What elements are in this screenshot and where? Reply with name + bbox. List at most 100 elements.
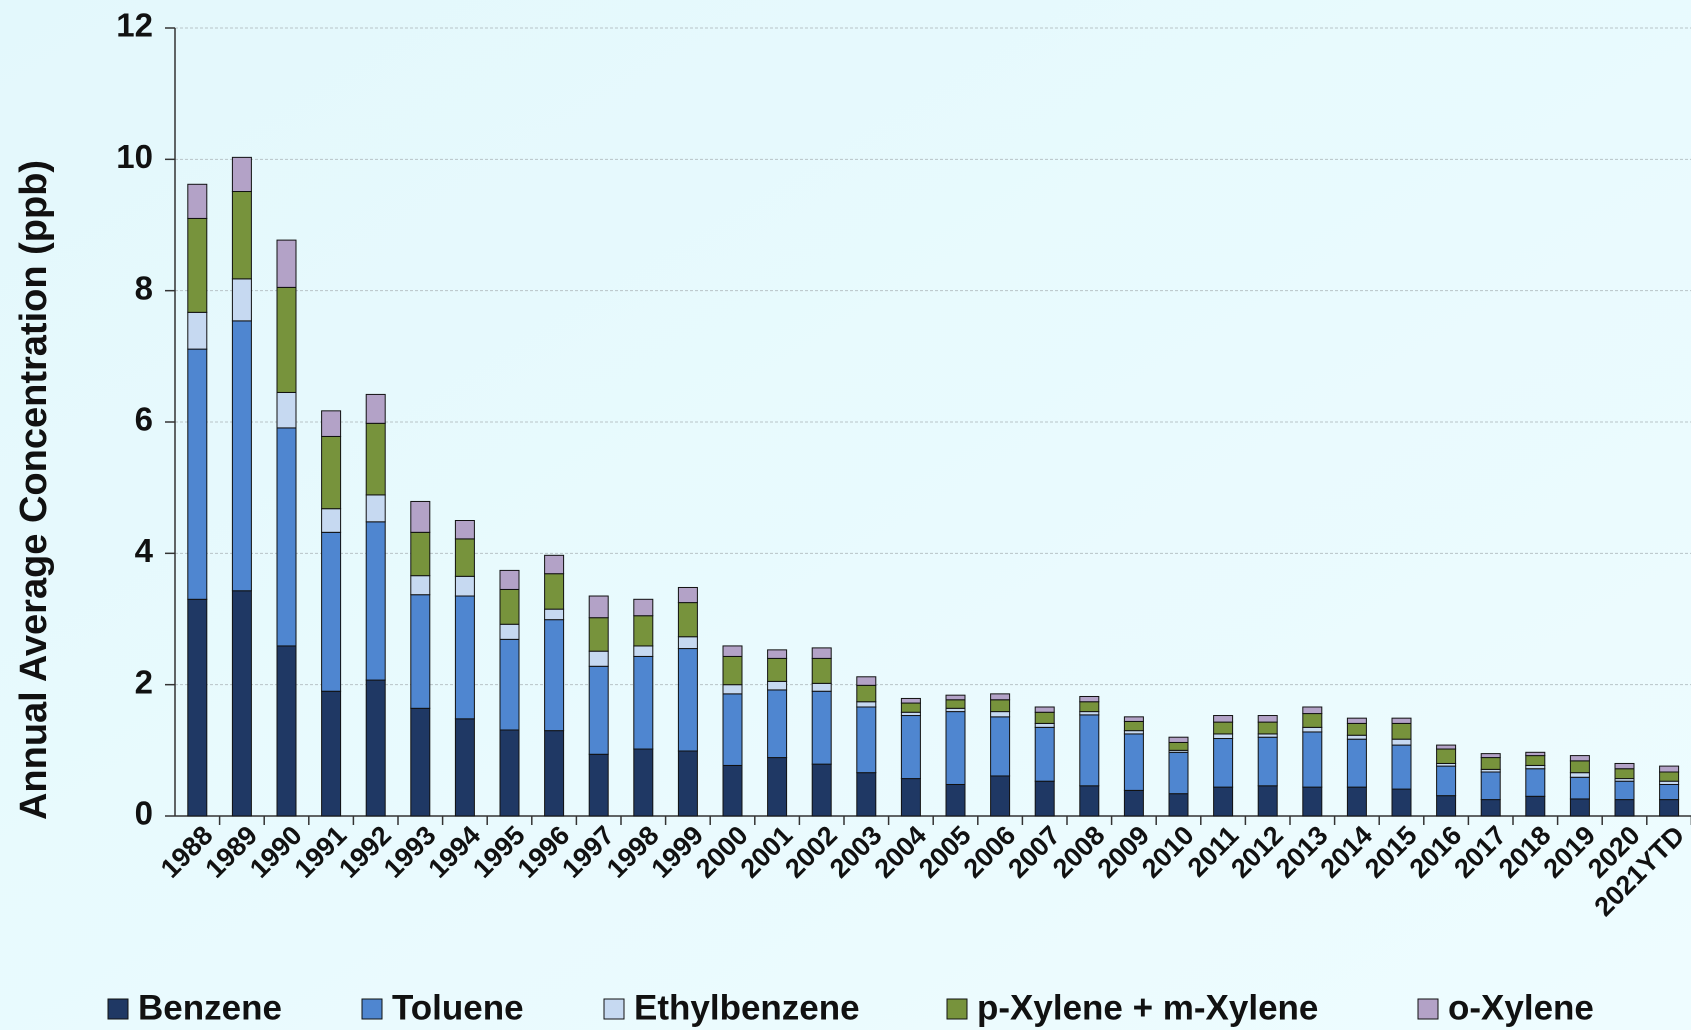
bar-segment [231, 590, 252, 817]
bar-segment [410, 707, 431, 817]
bar-segment [1079, 701, 1100, 713]
bar-segment [1079, 695, 1100, 703]
bar-segment [811, 690, 832, 765]
bar-segment [454, 595, 475, 720]
bar-segment [1257, 736, 1278, 787]
bar-segment [1436, 748, 1457, 764]
bar-segment [811, 682, 832, 692]
bar-segment [767, 680, 788, 691]
bar-segment [1525, 755, 1546, 766]
bar-segment [1346, 738, 1367, 788]
bar-segment [454, 520, 475, 540]
bar-segment [900, 778, 921, 817]
bar-segment [633, 615, 654, 647]
bar-segment [1302, 786, 1323, 817]
bar-segment [1034, 722, 1055, 728]
bar-segment [722, 764, 743, 817]
bar-segment [1659, 765, 1680, 773]
bar-segment [1346, 722, 1367, 736]
bar-segment [945, 711, 966, 785]
bar-segment [187, 217, 208, 313]
bar-segment [454, 718, 475, 817]
bar-segment [1168, 751, 1189, 795]
y-tick-label: 10 [116, 138, 153, 175]
bar-segment [1168, 793, 1189, 817]
bar-segment [1614, 780, 1635, 801]
legend-swatch [107, 998, 129, 1020]
bar-segment [544, 554, 565, 575]
bar-segment [499, 588, 520, 625]
bar-segment [1436, 795, 1457, 817]
bar-segment [588, 665, 609, 755]
bar-segment [856, 684, 877, 703]
bar-segment [990, 711, 1011, 718]
bar-segment [231, 278, 252, 322]
legend-label: p-Xylene + m-Xylene [977, 988, 1318, 1027]
bar-segment [1213, 715, 1234, 723]
bar-segment [1391, 738, 1412, 746]
bar-segment [1569, 772, 1590, 778]
bar-segment [633, 598, 654, 617]
bar-segment [1257, 785, 1278, 817]
bar-segment [187, 311, 208, 350]
bar-segment [1614, 762, 1635, 770]
bar-segment [722, 684, 743, 695]
bar-segment [1213, 738, 1234, 788]
bar-segment [187, 598, 208, 817]
bar-segment [677, 750, 698, 817]
bar-segment [811, 763, 832, 817]
bar-segment [1480, 757, 1501, 770]
bar-segment [321, 410, 342, 437]
bar-segment [1034, 780, 1055, 817]
bar-segment [1436, 765, 1457, 797]
bar-segment [276, 645, 297, 817]
bar-segment [499, 729, 520, 817]
legend-label: Toluene [392, 988, 524, 1027]
bar-segment [1391, 717, 1412, 724]
bar-segment [544, 573, 565, 610]
bar-segment [1525, 768, 1546, 797]
bar-segment [1213, 733, 1234, 740]
bar-segment [1034, 706, 1055, 713]
bar-segment [1480, 753, 1501, 759]
bar-segment [811, 647, 832, 659]
bar-segment [1569, 776, 1590, 800]
bar-segment [1123, 716, 1144, 722]
bar-segment [365, 521, 386, 681]
bar-segment [365, 393, 386, 424]
bar-segment [900, 715, 921, 780]
bar-segment [767, 649, 788, 659]
bar-segment [677, 602, 698, 638]
bar-segment [365, 422, 386, 496]
bar-segment [1346, 717, 1367, 724]
bar-segment [1391, 788, 1412, 817]
legend-swatch [603, 998, 625, 1020]
bar-segment [1168, 736, 1189, 743]
bar-segment [1659, 783, 1680, 801]
bar-segment [365, 494, 386, 523]
bar-segment [1391, 744, 1412, 790]
bar-segment [1034, 726, 1055, 782]
bar-segment [811, 657, 832, 684]
bar-segment [945, 694, 966, 701]
bar-segment [1525, 751, 1546, 757]
bar-segment [365, 679, 386, 817]
bar-segment [187, 348, 208, 600]
bar-segment [321, 435, 342, 510]
bar-segment [900, 702, 921, 713]
bar-segment [276, 239, 297, 288]
legend-label: o-Xylene [1448, 988, 1594, 1027]
bar-segment [990, 775, 1011, 817]
bar-segment [722, 693, 743, 766]
bar-segment [321, 531, 342, 692]
legend-swatch [361, 998, 383, 1020]
y-axis-label: Annual Average Concentration (ppb) [13, 160, 55, 820]
bar-segment [1168, 741, 1189, 751]
bar-segment [231, 156, 252, 193]
bar-segment [1079, 714, 1100, 787]
bar-segment [677, 636, 698, 650]
bar-segment [454, 575, 475, 597]
bar-segment [544, 608, 565, 621]
bar-segment [722, 645, 743, 657]
